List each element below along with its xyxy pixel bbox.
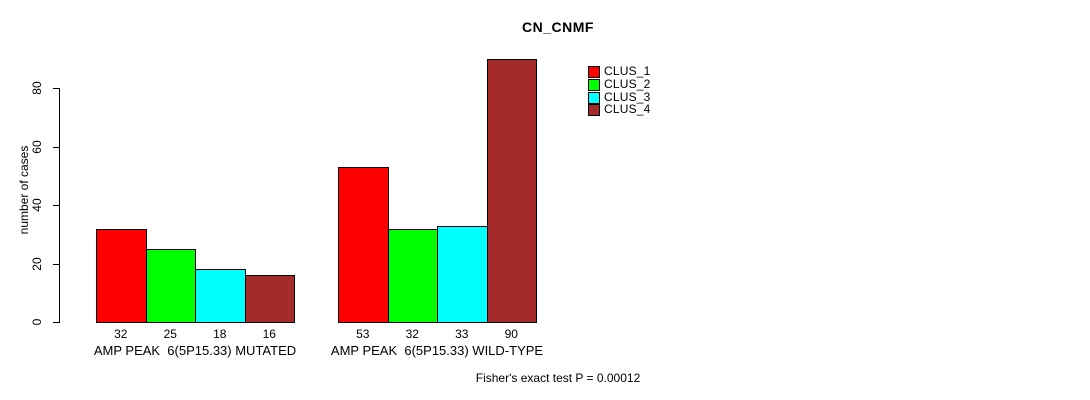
footnote-text: Fisher's exact test P = 0.00012	[475, 371, 641, 385]
bar-clus_1-group1	[96, 228, 147, 323]
bar-clus_3-group1	[195, 269, 246, 323]
y-axis-tick	[53, 263, 60, 265]
y-tick-label: 20	[30, 256, 44, 271]
group-label: AMP PEAK 6(5P15.33) MUTATED	[93, 343, 297, 358]
y-axis-label: number of cases	[17, 145, 31, 235]
legend-swatch-clus_3	[588, 91, 600, 104]
bar-clus_2-group1	[145, 249, 196, 323]
bar-clus_2-group2	[387, 228, 438, 323]
bar-value-label: 33	[455, 327, 469, 341]
chart-title: CN_CNMF	[522, 19, 594, 35]
bar-value-label: 18	[213, 327, 227, 341]
bar-value-label: 25	[163, 327, 177, 341]
bar-clus_4-group2	[486, 59, 537, 323]
legend-swatch-clus_1	[588, 66, 600, 78]
bar-value-label: 32	[405, 327, 419, 341]
bar-clus_3-group2	[437, 225, 488, 323]
y-axis-tick	[53, 88, 60, 90]
bar-clus_4-group1	[244, 275, 295, 323]
bar-value-label: 16	[262, 327, 276, 341]
legend-swatch-clus_2	[588, 78, 600, 91]
y-axis-tick	[53, 146, 60, 148]
legend-label: CLUS_4	[604, 102, 651, 117]
y-tick-label: 40	[30, 198, 44, 212]
legend-swatch-clus_4	[588, 104, 600, 117]
group-label: AMP PEAK 6(5P15.33) WILD-TYPE	[330, 343, 544, 358]
bar-value-label: 53	[356, 327, 370, 341]
y-axis-tick	[53, 205, 60, 207]
bar-value-label: 90	[504, 327, 518, 341]
y-tick-label: 60	[30, 140, 44, 154]
y-axis-tick	[53, 322, 60, 323]
y-tick-label: 80	[30, 81, 44, 96]
legend-label: CLUS_2	[604, 76, 651, 91]
bar-clus_1-group2	[338, 167, 389, 323]
bar-value-label: 32	[114, 327, 128, 341]
legend-label: CLUS_3	[604, 89, 651, 104]
legend-label: CLUS_1	[604, 64, 651, 78]
y-tick-label: 0	[30, 318, 44, 326]
